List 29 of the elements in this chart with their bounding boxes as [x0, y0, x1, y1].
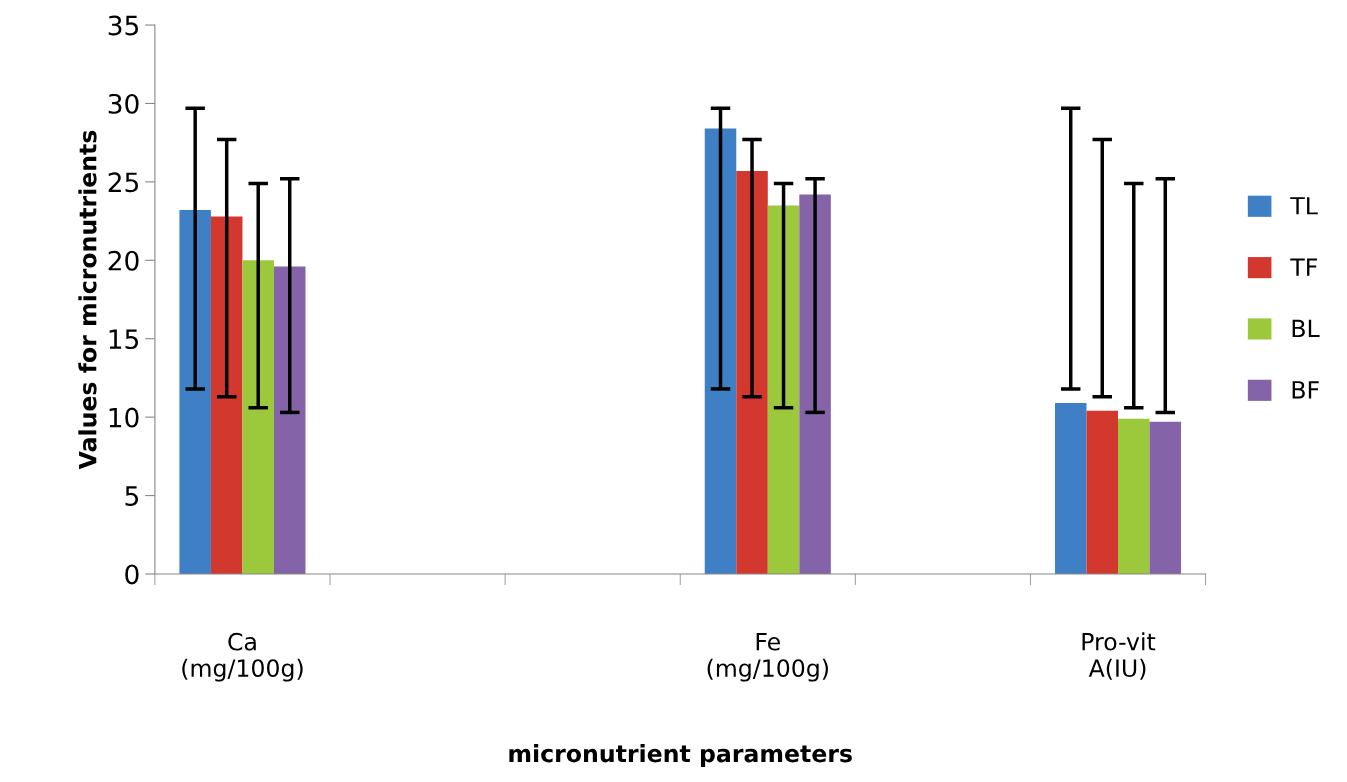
legend-label: TF	[1290, 258, 1317, 276]
bar	[273, 266, 306, 574]
bar	[1086, 410, 1119, 574]
y-tick-label: 10	[109, 407, 139, 428]
bar	[210, 216, 243, 574]
y-tick-label: 35	[108, 15, 139, 36]
bar	[767, 205, 800, 574]
y-tick-label: 30	[108, 93, 139, 114]
y-tick-label: 5	[125, 486, 139, 506]
y-tick-label: 15	[109, 329, 139, 350]
y-axis-title: Values for micronutrients	[78, 130, 97, 470]
y-tick-label: 25	[108, 172, 139, 193]
x-tick-label: Pro-vit A(IU)	[1082, 632, 1156, 680]
x-axis-title: micronutrient parameters	[509, 744, 852, 767]
legend-label: BF	[1292, 381, 1319, 399]
bar	[704, 128, 737, 574]
bar	[799, 194, 831, 574]
y-tick-label: 20	[108, 250, 139, 271]
bar	[736, 170, 768, 574]
x-tick-label: Ca (mg/100g)	[182, 632, 303, 682]
x-tick-label: Fe (mg/100g)	[707, 633, 828, 682]
bar	[1118, 418, 1150, 574]
bar	[1054, 403, 1087, 574]
y-tick-label: 0	[125, 564, 139, 585]
legend-label: BL	[1292, 319, 1320, 338]
bar	[1149, 421, 1182, 574]
bar	[179, 210, 211, 574]
bar	[242, 260, 274, 574]
legend-label: TL	[1290, 197, 1318, 215]
